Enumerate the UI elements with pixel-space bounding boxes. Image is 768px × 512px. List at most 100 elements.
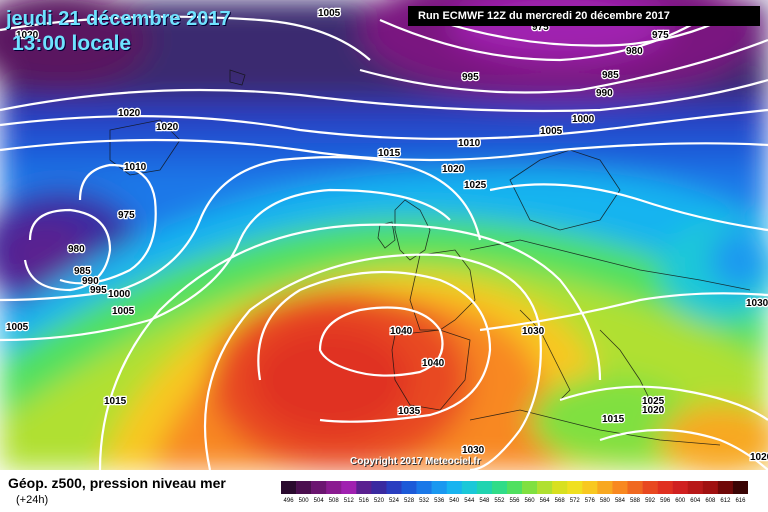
isobar-label: 990 <box>596 88 613 99</box>
isobar-label: 1015 <box>104 396 127 407</box>
legend-label: 552 <box>494 498 505 504</box>
legend-swatch <box>582 481 598 494</box>
legend-swatch <box>281 481 297 494</box>
isobar-label: 1005 <box>6 322 29 333</box>
legend-label: 544 <box>464 498 475 504</box>
legend-swatch <box>612 481 628 494</box>
legend-label: 496 <box>284 498 295 504</box>
isobar-label: 985 <box>602 70 619 81</box>
isobar-label: 1020 <box>442 164 465 175</box>
isobar-label: 1020 <box>118 108 141 119</box>
legend-label: 548 <box>479 498 490 504</box>
coastlines <box>109 69 751 446</box>
map-parameter-title: Géop. z500, pression niveau mer <box>8 475 226 491</box>
isobar-label: 1040 <box>422 358 445 369</box>
legend-swatch <box>687 481 704 494</box>
legend-swatch <box>341 481 357 494</box>
isobar-label: 1005 <box>112 306 135 317</box>
legend-label: 580 <box>600 498 611 504</box>
color-scale-legend: 496 500 504 508 512 516 520 524 528 532 536 540 544 5… <box>281 481 748 504</box>
model-run-label: Run ECMWF 12Z du mercredi 20 décembre 20… <box>408 6 760 26</box>
legend-swatch <box>356 481 372 494</box>
forecast-date: jeudi 21 décembre 2017 <box>6 8 231 30</box>
legend-swatch <box>416 481 432 494</box>
legend-label: 568 <box>555 498 566 504</box>
isobars <box>0 9 768 470</box>
isobar-label: 1030 <box>522 326 545 337</box>
isobar-label: 1020 <box>750 452 768 463</box>
legend-swatch <box>461 481 478 494</box>
isobar-label: 995 <box>462 72 479 83</box>
isobar-labels: 1005102097597598098599099510001005101010… <box>5 7 768 465</box>
isobar-label: 1040 <box>390 326 413 337</box>
legend-swatch <box>567 481 583 494</box>
legend-label: 504 <box>314 498 325 504</box>
isobar-label: 1025 <box>642 396 665 407</box>
isobar-label: 1025 <box>464 180 487 191</box>
isobar-label: 975 <box>652 30 669 41</box>
isobar-label: 1010 <box>458 138 481 149</box>
legend-swatch <box>386 481 402 494</box>
isobar-label: 980 <box>68 244 85 255</box>
isobar-label: 1015 <box>602 414 625 425</box>
isobar-label: 1035 <box>398 406 421 417</box>
legend-label: 540 <box>449 498 460 504</box>
forecast-time: 13:00 locale <box>12 32 132 55</box>
legend-swatch <box>506 481 523 494</box>
legend-label: 588 <box>630 498 641 504</box>
legend-label: 584 <box>615 498 626 504</box>
isobar-label: 1005 <box>318 8 341 19</box>
legend-swatch <box>476 481 493 494</box>
legend-swatch <box>431 481 448 494</box>
legend-label: 600 <box>675 498 686 504</box>
legend-swatch <box>552 481 568 494</box>
legend-swatch <box>371 481 387 494</box>
legend-label: 596 <box>660 498 671 504</box>
isobar-label: 980 <box>626 46 643 57</box>
legend-label: 592 <box>645 498 656 504</box>
legend-label: 532 <box>419 498 430 504</box>
legend-swatch <box>491 481 508 494</box>
legend-label: 572 <box>570 498 581 504</box>
isobar-label: 1020 <box>16 30 39 41</box>
isobar-label: 1020 <box>156 122 179 133</box>
isobar-label: 1020 <box>642 405 665 416</box>
legend-swatch <box>326 481 342 494</box>
forecast-offset: (+24h) <box>16 494 49 506</box>
isobar-label: 1005 <box>540 126 563 137</box>
legend-label: 500 <box>299 498 310 504</box>
isobar-label: 975 <box>118 210 135 221</box>
legend-label: 556 <box>509 498 520 504</box>
legend-swatch <box>401 481 417 494</box>
legend-swatch <box>522 481 538 494</box>
isobar-label: 985 <box>74 266 91 277</box>
legend-swatch <box>642 481 658 494</box>
legend-label: 512 <box>344 498 355 504</box>
legend-label: 604 <box>690 498 701 504</box>
legend-label: 528 <box>404 498 415 504</box>
isobar-label: 1010 <box>124 162 147 173</box>
legend-swatch <box>732 481 748 494</box>
legend-swatch <box>597 481 613 494</box>
legend-label: 524 <box>389 498 400 504</box>
legend-swatch <box>627 481 643 494</box>
legend-label: 560 <box>525 498 536 504</box>
legend-label: 576 <box>585 498 596 504</box>
legend-swatch <box>657 481 673 494</box>
legend-label: 564 <box>540 498 551 504</box>
legend-swatch <box>296 481 312 494</box>
isobar-label: 1000 <box>572 114 595 125</box>
legend-label: 608 <box>705 498 716 504</box>
weather-map: 1005102097597598098599099510001005101010… <box>0 0 768 470</box>
isobar-label: 1000 <box>108 289 131 300</box>
isobar-label: 995 <box>90 285 107 296</box>
isobar-label: 1030 <box>746 298 768 309</box>
legend-swatch <box>537 481 553 494</box>
isobar-label: 1015 <box>378 148 401 159</box>
legend-label: 516 <box>359 498 370 504</box>
legend-label: 520 <box>374 498 385 504</box>
legend-label: 508 <box>329 498 340 504</box>
legend-label: 536 <box>434 498 445 504</box>
legend-swatch <box>702 481 719 494</box>
isobar-label: 1030 <box>462 445 485 456</box>
